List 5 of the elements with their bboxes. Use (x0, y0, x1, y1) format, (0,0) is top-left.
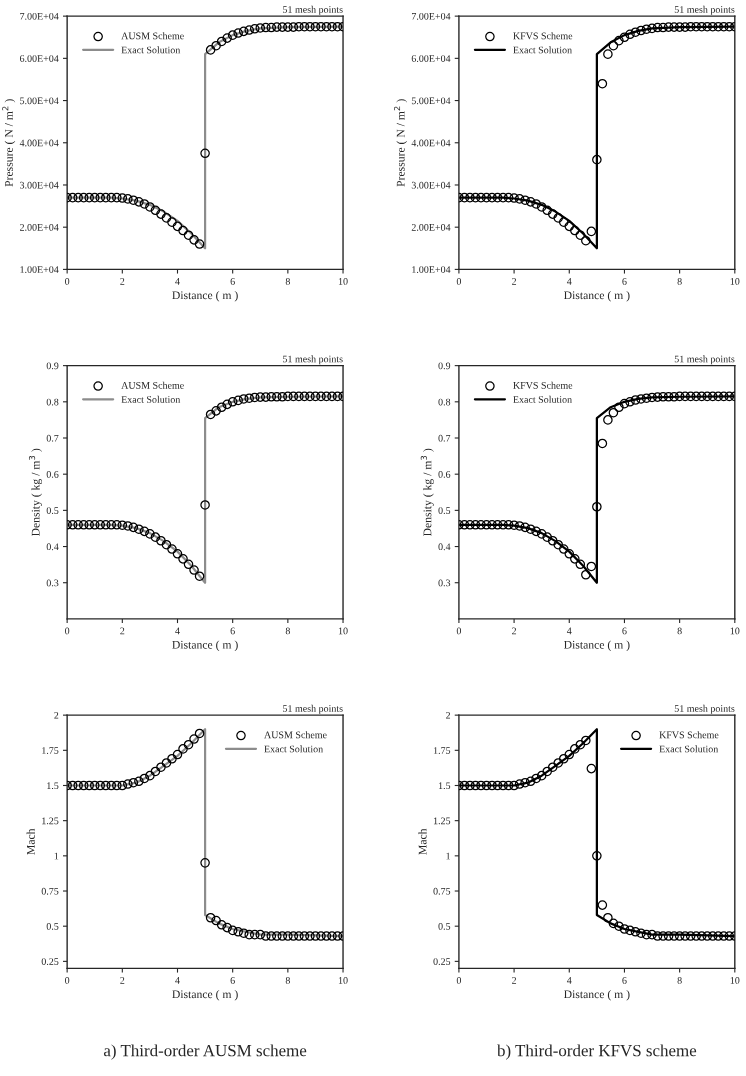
line-series (67, 728, 344, 938)
text: a) Third-order AUSM scheme (103, 1044, 307, 1060)
text: b) Third-order KFVS scheme (497, 1044, 697, 1060)
line-series (67, 25, 344, 250)
line-series (67, 395, 344, 584)
